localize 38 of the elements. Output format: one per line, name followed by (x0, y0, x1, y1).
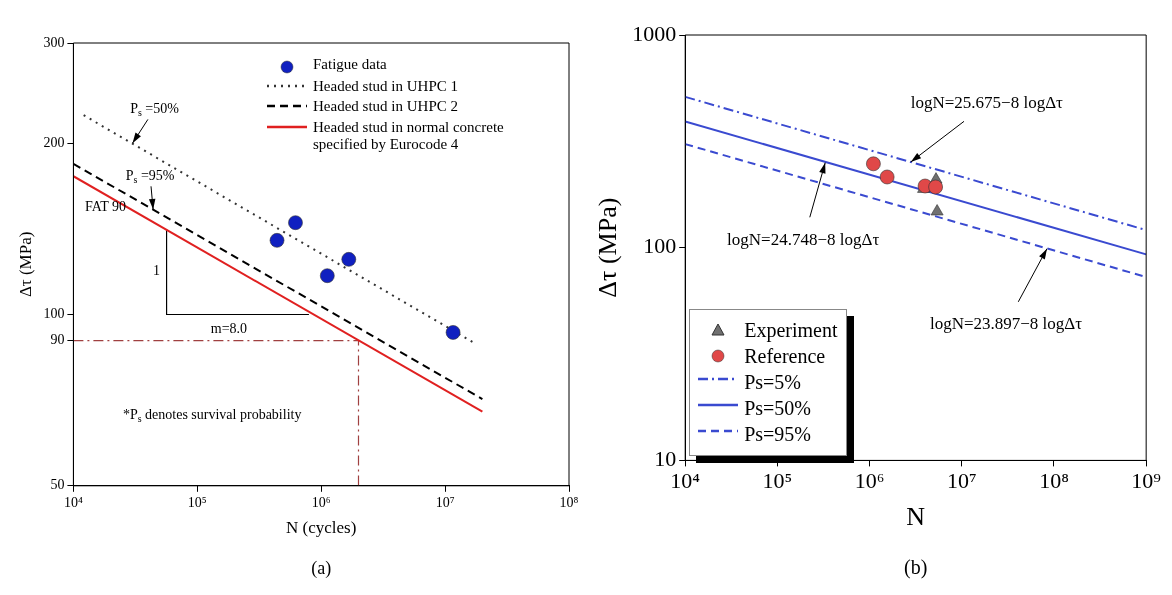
annotation: FAT 90 (84, 198, 127, 214)
x-tick-label: 10⁵ (187, 494, 207, 510)
annotation: m=8.0 (210, 321, 248, 337)
legend-label: Reference (744, 345, 826, 369)
annotation: logN=24.748−8 logΔτ (727, 230, 880, 250)
x-tick-label: 10⁶ (311, 494, 331, 510)
y-tick-label: 50 (50, 477, 65, 493)
y-tick-label: 100 (643, 233, 677, 259)
legend-label: Headed stud in normal concrete specified by Eurocode 4 (313, 118, 505, 153)
annotation: logN=25.675−8 logΔτ (910, 93, 1064, 113)
y-tick-label: 200 (43, 134, 65, 150)
x-tick-label: 10⁷ (435, 494, 455, 510)
x-tick-label: 10⁶ (854, 468, 885, 494)
y-axis-title: Δτ (MPa) (593, 197, 623, 298)
legend-label: Headed stud in UHPC 1 (313, 78, 458, 96)
annotation: 1 (153, 263, 161, 279)
legend-label: Headed stud in UHPC 2 (313, 98, 458, 116)
x-tick-label: 10⁵ (762, 468, 793, 494)
legend-label: Fatigue data (313, 56, 387, 74)
x-tick-label: 10⁸ (1039, 468, 1069, 494)
y-tick-label: 100 (43, 306, 65, 322)
x-tick-label: 10⁸ (559, 494, 579, 510)
y-tick-label: 90 (50, 332, 65, 348)
legend-label: Ps=5% (744, 371, 802, 395)
text: (a) (311, 557, 332, 579)
text: (b) (904, 556, 928, 580)
x-axis-title: N (906, 502, 926, 532)
y-tick-label: 1000 (632, 20, 677, 46)
legend-label: Ps=95% (744, 423, 812, 447)
x-axis-title: N (cycles) (286, 518, 357, 538)
legend-label: Ps=50% (744, 397, 812, 421)
x-tick-label: 10⁹ (1131, 468, 1162, 494)
y-axis-title: Δτ (MPa) (15, 231, 35, 298)
annotation: logN=23.897−8 logΔτ (929, 314, 1083, 334)
legend-label: Experiment (744, 319, 838, 343)
x-tick-label: 10⁴ (63, 494, 83, 510)
y-tick-label: 300 (43, 34, 65, 50)
x-tick-label: 10⁷ (946, 468, 977, 494)
